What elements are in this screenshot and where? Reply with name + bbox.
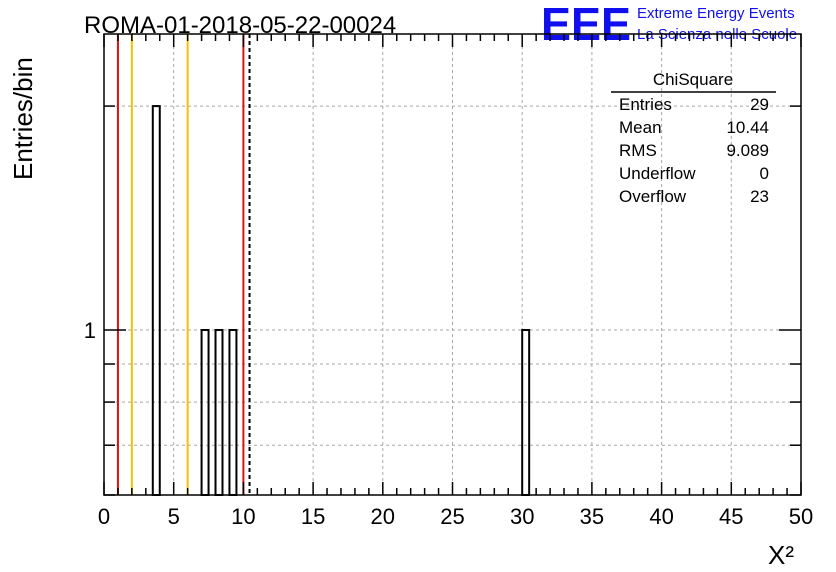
- x-tick-label: 25: [440, 504, 464, 529]
- stats-row-label: Underflow: [619, 164, 696, 183]
- stats-row-value: 29: [750, 95, 769, 114]
- stats-row-value: 10.44: [726, 118, 769, 137]
- x-tick-label: 50: [789, 504, 813, 529]
- eee-logo-mark: EEE: [541, 0, 631, 50]
- x-tick-label: 30: [510, 504, 534, 529]
- stats-row-value: 23: [750, 187, 769, 206]
- histogram-bar: [151, 105, 161, 496]
- axis-ticks: [103, 34, 802, 496]
- stats-row-label: Entries: [619, 95, 672, 114]
- x-tick-label: 0: [98, 504, 110, 529]
- stats-row-label: RMS: [619, 141, 657, 160]
- y-axis-label: Entries/bin: [8, 57, 38, 180]
- eee-logo: EEE Extreme Energy Events La Scienza nel…: [541, 0, 797, 50]
- stats-box-title: ChiSquare: [653, 70, 733, 89]
- stats-row-value: 9.089: [726, 141, 769, 160]
- x-tick-label: 35: [580, 504, 604, 529]
- x-tick-label: 45: [719, 504, 743, 529]
- x-tick-labels: 0 5 10 15 20 25 30 35 40 45 50: [98, 504, 813, 529]
- reference-lines: [116, 34, 251, 495]
- histogram-bar: [228, 328, 238, 496]
- y-tick-labels: 1: [84, 318, 96, 343]
- histogram-bar: [214, 328, 224, 496]
- x-tick-label: 20: [371, 504, 395, 529]
- histogram-bars: [151, 105, 531, 496]
- histogram-bar: [521, 328, 531, 496]
- stats-box: ChiSquare Entries 29 Mean 10.44 RMS 9.089 Unde…: [611, 70, 776, 206]
- x-axis-label: X²: [768, 540, 794, 570]
- stats-row-label: Mean: [619, 118, 662, 137]
- stats-row-label: Overflow: [619, 187, 687, 206]
- x-tick-label: 5: [168, 504, 180, 529]
- x-tick-label: 40: [649, 504, 673, 529]
- eee-logo-line1: Extreme Energy Events: [637, 5, 795, 22]
- stats-box-rows: Entries 29 Mean 10.44 RMS 9.089 Underflow 0 Over…: [619, 95, 769, 206]
- y-tick-label: 1: [84, 318, 96, 343]
- histogram-bar: [200, 328, 210, 496]
- chart-title: ROMA-01-2018-05-22-00024: [84, 12, 396, 39]
- x-tick-label: 10: [231, 504, 255, 529]
- x-tick-label: 15: [301, 504, 325, 529]
- stats-row-value: 0: [760, 164, 769, 183]
